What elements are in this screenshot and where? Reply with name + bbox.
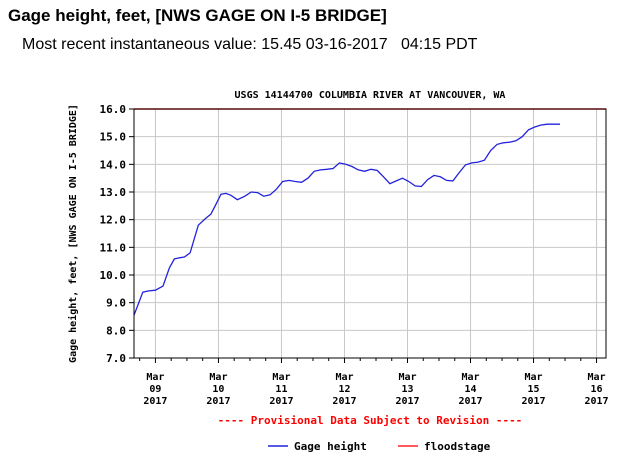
y-tick-label: 15.0 [100, 131, 127, 144]
grid-layer [129, 108, 606, 363]
x-tick-day: 15 [528, 384, 540, 395]
x-tick-year: 2017 [395, 396, 419, 407]
page-title: Gage height, feet, [NWS GAGE ON I-5 BRID… [8, 6, 387, 25]
x-tick-month: Mar [461, 372, 479, 383]
x-tick-day: 11 [275, 384, 287, 395]
x-tick-month: Mar [146, 372, 164, 383]
x-tick-year: 2017 [206, 396, 230, 407]
y-tick-label: 14.0 [100, 158, 127, 171]
y-tick-label: 7.0 [106, 352, 126, 365]
recent-value: 15.45 [261, 36, 302, 53]
y-tick-label: 10.0 [100, 269, 127, 282]
x-tick-labels: Mar092017Mar102017Mar112017Mar122017Mar1… [143, 372, 608, 407]
x-tick-year: 2017 [458, 396, 482, 407]
x-tick-day: 13 [401, 384, 413, 395]
recent-label: Most recent instantaneous value: [22, 36, 257, 53]
recent-time: 04:15 PDT [400, 36, 478, 53]
x-tick-day: 10 [212, 384, 224, 395]
recent-value-line: Most recent instantaneous value: 15.45 0… [22, 36, 477, 54]
y-tick-label: 11.0 [100, 241, 127, 254]
legend-label: Gage height [294, 440, 367, 453]
x-tick-month: Mar [272, 372, 290, 383]
chart-title: USGS 14144700 COLUMBIA RIVER AT VANCOUVE… [235, 90, 506, 101]
x-tick-month: Mar [398, 372, 416, 383]
x-tick-day: 12 [338, 384, 350, 395]
x-tick-month: Mar [588, 372, 606, 383]
x-tick-day: 14 [464, 384, 476, 395]
y-tick-label: 13.0 [100, 186, 127, 199]
x-tick-year: 2017 [332, 396, 356, 407]
x-tick-year: 2017 [143, 396, 167, 407]
y-tick-label: 16.0 [100, 103, 127, 116]
x-tick-year: 2017 [521, 396, 545, 407]
series-line-gage-height [133, 123, 560, 316]
y-tick-label: 9.0 [106, 297, 126, 310]
x-tick-year: 2017 [585, 396, 609, 407]
recent-date: 03-16-2017 [305, 36, 388, 53]
plot-frame [133, 108, 607, 359]
x-tick-year: 2017 [269, 396, 293, 407]
y-tick-label: 12.0 [100, 214, 127, 227]
provisional-note: ---- Provisional Data Subject to Revisio… [218, 414, 523, 427]
x-tick-day: 09 [149, 384, 161, 395]
y-tick-label: 8.0 [106, 324, 126, 337]
y-axis-label: Gage height, feet, [NWS GAGE ON I-5 BRID… [67, 104, 79, 363]
legend: Gage height floodstage [268, 440, 491, 453]
series-layer [133, 108, 606, 316]
legend-label: floodstage [424, 440, 491, 453]
x-tick-month: Mar [209, 372, 227, 383]
x-tick-month: Mar [524, 372, 542, 383]
x-tick-month: Mar [335, 372, 353, 383]
x-tick-day: 16 [591, 384, 603, 395]
y-tick-labels: 7.0 8.0 9.0 10.0 11.0 12.0 13.0 14.0 15.0 16.0 [100, 103, 127, 365]
